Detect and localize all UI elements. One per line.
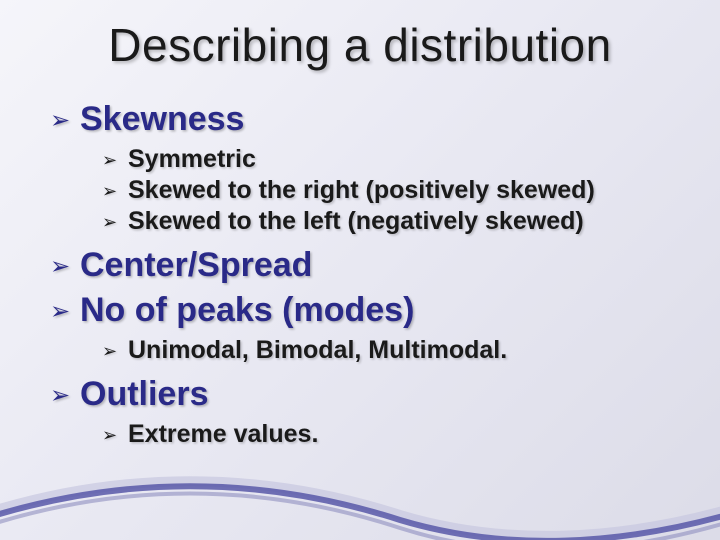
chevron-right-icon: ➢ bbox=[102, 425, 128, 446]
list-item: ➢Symmetric bbox=[102, 145, 690, 174]
lvl2-label: Symmetric bbox=[128, 145, 256, 173]
list-item: ➢Outliers ➢Extreme values. bbox=[50, 375, 690, 449]
slide: Describing a distribution ➢Skewness ➢Sym… bbox=[0, 0, 720, 540]
lvl1-label: Center/Spread bbox=[80, 246, 312, 284]
list-item: ➢Skewed to the left (negatively skewed) bbox=[102, 207, 690, 236]
lvl1-label: Skewness bbox=[80, 100, 244, 138]
chevron-right-icon: ➢ bbox=[102, 341, 128, 362]
chevron-right-icon: ➢ bbox=[50, 381, 80, 410]
chevron-right-icon: ➢ bbox=[102, 181, 128, 202]
lvl1-label: No of peaks (modes) bbox=[80, 291, 414, 329]
chevron-right-icon: ➢ bbox=[50, 106, 80, 135]
list-item: ➢Skewness ➢Symmetric ➢Skewed to the righ… bbox=[50, 100, 690, 236]
lvl1-label: Outliers bbox=[80, 375, 208, 413]
chevron-right-icon: ➢ bbox=[50, 252, 80, 281]
list-item: ➢Center/Spread bbox=[50, 246, 690, 285]
list-item: ➢Extreme values. bbox=[102, 420, 690, 449]
chevron-right-icon: ➢ bbox=[102, 150, 128, 171]
slide-title: Describing a distribution bbox=[0, 18, 720, 72]
lvl2-label: Skewed to the right (positively skewed) bbox=[128, 176, 595, 204]
bullet-list-lvl2: ➢Extreme values. bbox=[102, 420, 690, 449]
chevron-right-icon: ➢ bbox=[50, 297, 80, 326]
bullet-list-lvl2: ➢Unimodal, Bimodal, Multimodal. bbox=[102, 336, 690, 365]
chevron-right-icon: ➢ bbox=[102, 212, 128, 233]
list-item: ➢No of peaks (modes) ➢Unimodal, Bimodal,… bbox=[50, 291, 690, 365]
slide-body: ➢Skewness ➢Symmetric ➢Skewed to the righ… bbox=[50, 100, 690, 459]
bullet-list-lvl1: ➢Skewness ➢Symmetric ➢Skewed to the righ… bbox=[50, 100, 690, 449]
list-item: ➢Skewed to the right (positively skewed) bbox=[102, 176, 690, 205]
lvl2-label: Extreme values. bbox=[128, 420, 318, 448]
list-item: ➢Unimodal, Bimodal, Multimodal. bbox=[102, 336, 690, 365]
lvl2-label: Skewed to the left (negatively skewed) bbox=[128, 207, 584, 235]
bullet-list-lvl2: ➢Symmetric ➢Skewed to the right (positiv… bbox=[102, 145, 690, 236]
lvl2-label: Unimodal, Bimodal, Multimodal. bbox=[128, 336, 507, 364]
